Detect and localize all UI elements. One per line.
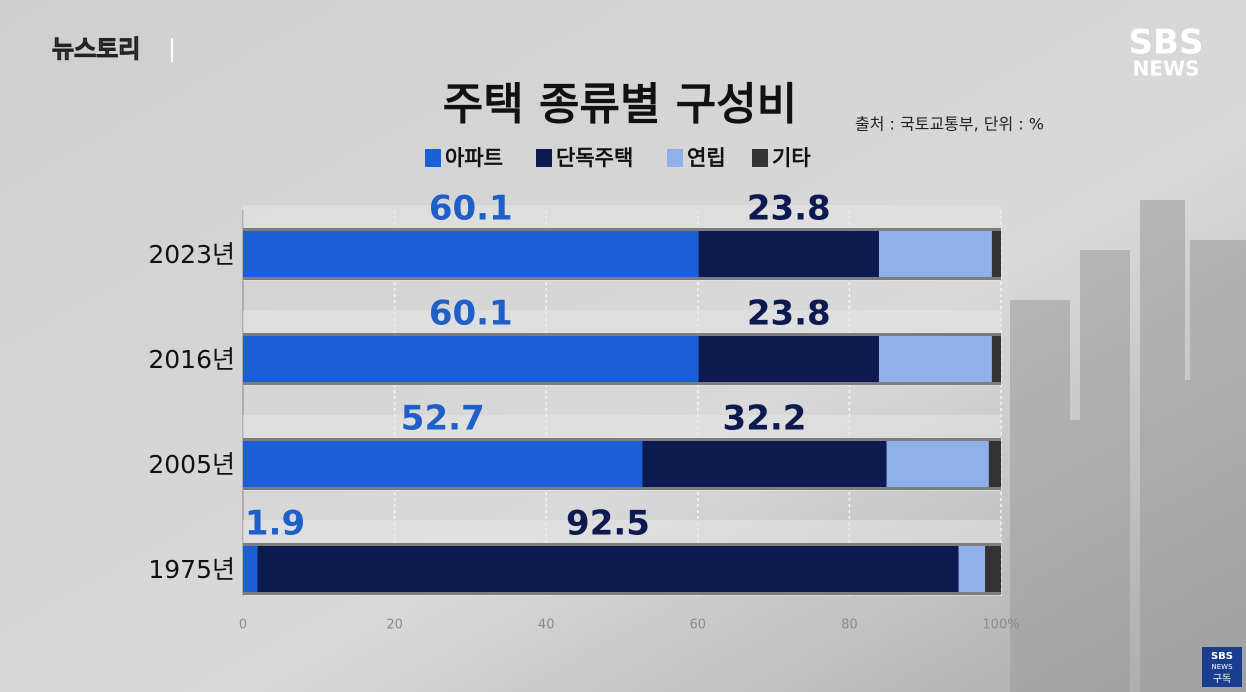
legend-label: 기타 [772,146,811,170]
value-label: 23.8 [747,294,831,334]
x-tick-label: 80 [841,618,858,633]
x-tick-label: 100% [982,618,1019,633]
chart-subtitle: 출처 : 국토교통부, 단위 : % [855,115,1044,134]
legend-label: 아파트 [445,146,503,170]
bar-segment [991,231,1001,277]
y-tick-label: 2005년 [148,450,235,479]
bar-segment [243,441,643,487]
x-tick-label: 20 [386,618,403,633]
bar-segment [886,441,989,487]
bar-segment [642,441,887,487]
subscribe-label: 구독 [1213,673,1231,685]
legend-swatch [667,149,683,167]
value-label: 60.1 [429,294,513,334]
bar-segment [698,336,879,382]
subscribe-button[interactable] [1202,647,1242,687]
bar-segment [243,336,699,382]
legend-swatch [425,149,441,167]
chart-title: 주택 종류별 구성비 [443,79,797,130]
value-label: 23.8 [747,189,831,229]
legend-label: 연립 [687,146,726,170]
program-logo: 뉴스토리 [52,35,140,63]
bar-segment [878,231,992,277]
y-tick-label: 1975년 [148,555,235,584]
value-label: 32.2 [723,399,807,439]
bar-segment [698,231,879,277]
value-label: 92.5 [566,504,650,544]
subscribe-logo-sub: NEWS [1211,663,1233,671]
legend-swatch [536,149,552,167]
bar-segment [991,336,1001,382]
value-label: 60.1 [429,189,513,229]
value-label: 1.9 [245,504,305,544]
sbs-logo-sub: NEWS [1133,57,1200,81]
y-tick-label: 2016년 [148,345,235,374]
legend-swatch [752,149,768,167]
bar-segment [878,336,992,382]
sbs-logo: SBS [1129,23,1204,63]
legend-label: 단독주택 [556,146,633,170]
bar-segment [958,546,986,592]
bar-segment [985,546,1001,592]
bar-segment [257,546,959,592]
bar-segment [243,231,699,277]
bar-segment [988,441,1001,487]
value-label: 52.7 [401,399,485,439]
city-silhouette [1010,200,1246,692]
y-tick-label: 2023년 [148,240,235,269]
x-tick-label: 60 [690,618,707,633]
x-tick-label: 0 [239,618,247,633]
subscribe-logo: SBS [1211,651,1233,662]
x-tick-label: 40 [538,618,555,633]
bar-segment [243,546,258,592]
